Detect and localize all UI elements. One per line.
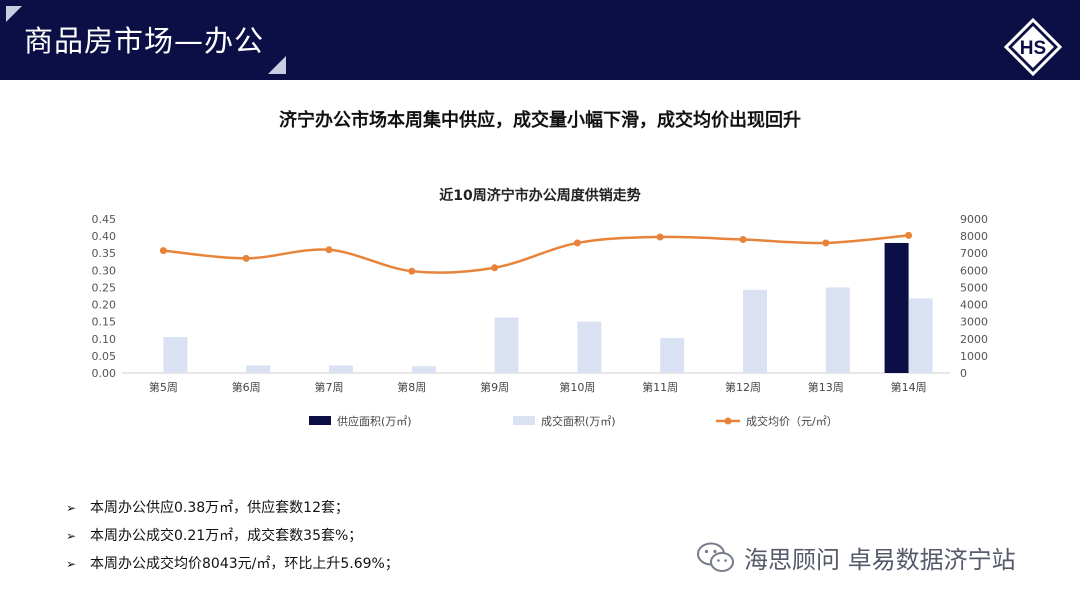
price-point (656, 233, 664, 241)
right-axis-tick-label: 7000 (960, 247, 988, 260)
arrow-bullet-icon: ➢ (66, 501, 77, 515)
price-point (159, 247, 167, 255)
price-point (408, 267, 416, 275)
bullet-item: ➢ 本周办公成交0.21万㎡，成交套数35套%； (66, 522, 399, 550)
price-point (739, 236, 747, 244)
watermark-text: 海思顾问 卓易数据济宁站 (744, 546, 1016, 574)
left-axis-tick-label: 0.05 (92, 350, 117, 363)
right-axis-tick-label: 4000 (960, 299, 988, 312)
left-axis-tick-label: 0.00 (92, 367, 117, 380)
sales-bar (825, 287, 850, 373)
legend-label-supply: 供应面积(万㎡) (337, 414, 412, 428)
arrow-bullet-icon: ➢ (66, 557, 77, 571)
x-axis-tick-label: 第8周 (397, 380, 426, 394)
price-point (242, 254, 250, 262)
left-axis-tick-label: 0.40 (92, 230, 117, 243)
x-axis-tick-label: 第7周 (315, 380, 344, 394)
bullet-item: ➢ 本周办公供应0.38万㎡，供应套数12套； (66, 494, 399, 522)
left-axis-tick-label: 0.30 (92, 264, 117, 277)
x-axis-tick-label: 第10周 (559, 380, 595, 394)
legend-swatch-sales (513, 416, 535, 425)
x-axis-tick-label: 第13周 (808, 380, 844, 394)
right-axis-tick-label: 2000 (960, 333, 988, 346)
bullet-list: ➢ 本周办公供应0.38万㎡，供应套数12套； ➢ 本周办公成交0.21万㎡，成交套… (66, 494, 399, 578)
x-axis-tick-label: 第11周 (642, 380, 678, 394)
chart-title: 近10周济宁市办公周度供销走势 (439, 188, 641, 204)
price-point (905, 231, 913, 239)
right-axis-tick-label: 9000 (960, 213, 988, 226)
left-axis-tick-label: 0.15 (92, 316, 117, 329)
right-axis-tick-label: 6000 (960, 264, 988, 277)
left-axis-tick-label: 0.25 (92, 281, 117, 294)
right-axis-tick-label: 0 (960, 367, 967, 380)
x-axis-tick-label: 第12周 (725, 380, 761, 394)
price-point (491, 264, 499, 272)
x-axis-tick-label: 第5周 (149, 380, 178, 394)
bullet-text: 本周办公供应0.38万㎡，供应套数12套； (90, 500, 349, 516)
left-axis-tick-label: 0.10 (92, 333, 117, 346)
sales-bar (908, 298, 933, 373)
page-title: 商品房市场—办公 (24, 24, 265, 58)
left-axis-tick-label: 0.45 (92, 213, 117, 226)
supply-bar (884, 242, 909, 373)
price-point (325, 246, 333, 254)
supply-sales-chart: 0.00 0.05 0.10 0.15 0.20 0.25 0.30 0.35 0.40 0.45… (92, 213, 989, 428)
legend-label-price: 成交均价（元/㎡） (746, 414, 838, 428)
right-axis-tick-label: 3000 (960, 316, 988, 329)
x-axis-tick-label: 第14周 (891, 380, 927, 394)
header-bar: 商品房市场—办公 HS (0, 0, 1080, 80)
legend-marker-price (724, 417, 732, 425)
sales-bar (246, 365, 271, 373)
wechat-icon (697, 542, 734, 572)
slide-subtitle: 济宁办公市场本周集中供应，成交量小幅下滑，成交均价出现回升 (279, 110, 801, 131)
legend-swatch-supply (309, 416, 331, 425)
x-axis-tick-label: 第6周 (232, 380, 261, 394)
price-series-line (163, 234, 909, 274)
corner-decoration (268, 56, 286, 74)
hs-diamond-logo-icon: HS (1004, 18, 1062, 76)
svg-text:HS: HS (1020, 38, 1046, 59)
price-point (573, 239, 581, 247)
sales-bar (743, 289, 767, 373)
right-axis-tick-label: 5000 (960, 281, 988, 294)
sales-bar (577, 321, 602, 373)
sales-bar (494, 317, 519, 373)
bullet-text: 本周办公成交均价8043元/㎡，环比上升5.69%； (90, 556, 399, 572)
right-axis-tick-label: 8000 (960, 230, 988, 243)
legend-label-sales: 成交面积(万㎡) (541, 414, 616, 428)
sales-bar (660, 338, 685, 373)
right-axis-tick-label: 1000 (960, 350, 988, 363)
x-axis-tick-label: 第9周 (480, 380, 509, 394)
sales-bar (411, 366, 436, 373)
left-axis-tick-label: 0.20 (92, 299, 117, 312)
arrow-bullet-icon: ➢ (66, 529, 77, 543)
watermark: 海思顾问 卓易数据济宁站 (696, 540, 1016, 575)
corner-decoration (6, 6, 22, 22)
sales-bar (329, 365, 353, 373)
price-point (822, 239, 830, 247)
left-axis-tick-label: 0.35 (92, 247, 117, 260)
bullet-text: 本周办公成交0.21万㎡，成交套数35套%； (90, 528, 363, 544)
sales-bar (163, 337, 188, 373)
bullet-item: ➢ 本周办公成交均价8043元/㎡，环比上升5.69%； (66, 550, 399, 578)
